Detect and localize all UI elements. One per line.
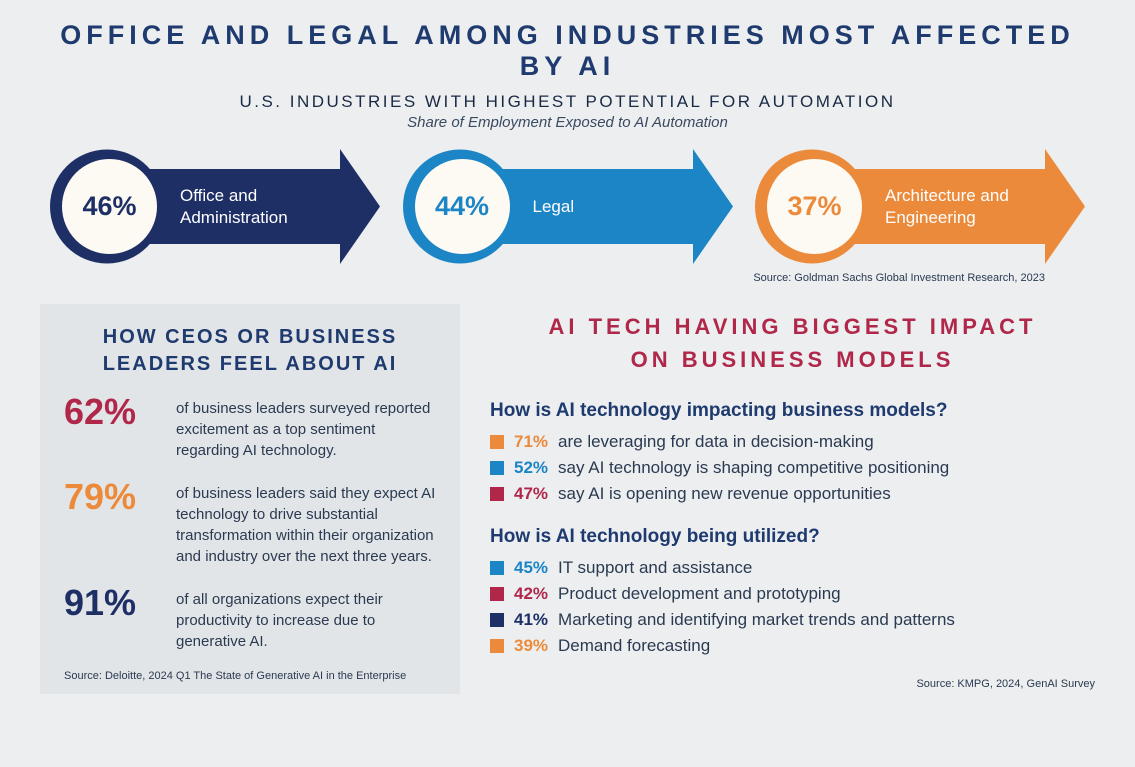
arrow-label-1: Legal (533, 149, 693, 264)
impact-panel: AI TECH HAVING BIGGEST IMPACT ON BUSINES… (490, 304, 1095, 694)
q2-pct-1: 42% (514, 584, 548, 604)
ceo-panel-title: HOW CEOS OR BUSINESS LEADERS FEEL ABOUT … (64, 324, 436, 378)
bullet-square-icon (490, 587, 504, 601)
impact-title-line1: AI TECH HAVING BIGGEST IMPACT (549, 314, 1037, 339)
q1-text-0: are leveraging for data in decision-maki… (558, 432, 874, 452)
q1-item-0: 71% are leveraging for data in decision-m… (490, 432, 1095, 452)
q2-pct-2: 41% (514, 610, 548, 630)
stat-row-1: 79% of business leaders said they expect … (64, 479, 436, 567)
arrow-pct-0: 46% (62, 159, 157, 254)
arrow-pct-2: 37% (767, 159, 862, 254)
q2-text-2: Marketing and identifying market trends … (558, 610, 955, 630)
bullet-square-icon (490, 435, 504, 449)
q1-pct-2: 47% (514, 484, 548, 504)
q1-text-2: say AI is opening new revenue opportunit… (558, 484, 891, 504)
q1-pct-0: 71% (514, 432, 548, 452)
stat-pct-2: 91% (64, 585, 164, 621)
stat-text-2: of all organizations expect their produc… (176, 585, 436, 652)
question-1-heading: How is AI technology impacting business … (490, 400, 1095, 422)
bullet-square-icon (490, 487, 504, 501)
q2-item-3: 39% Demand forecasting (490, 636, 1095, 656)
arrows-row: 46%Office and Administration44%Legal37%A… (40, 149, 1095, 264)
question-2-heading: How is AI technology being utilized? (490, 526, 1095, 548)
ceo-panel-source: Source: Deloitte, 2024 Q1 The State of G… (64, 670, 436, 682)
q2-pct-3: 39% (514, 636, 548, 656)
bullet-square-icon (490, 639, 504, 653)
stat-pct-0: 62% (64, 394, 164, 430)
q1-item-2: 47% say AI is opening new revenue opportu… (490, 484, 1095, 504)
question-block-1: How is AI technology impacting business … (490, 400, 1095, 504)
subtitle: U.S. INDUSTRIES WITH HIGHEST POTENTIAL F… (40, 92, 1095, 112)
bottom-row: HOW CEOS OR BUSINESS LEADERS FEEL ABOUT … (40, 304, 1095, 694)
q2-text-0: IT support and assistance (558, 558, 752, 578)
arrow-item-1: 44%Legal (403, 149, 733, 264)
stat-text-0: of business leaders surveyed reported ex… (176, 394, 436, 461)
q1-item-1: 52% say AI technology is shaping competit… (490, 458, 1095, 478)
arrow-item-0: 46%Office and Administration (50, 149, 380, 264)
arrow-item-2: 37%Architecture and Engineering (755, 149, 1085, 264)
top-source: Source: Goldman Sachs Global Investment … (40, 272, 1095, 284)
stat-row-2: 91% of all organizations expect their pro… (64, 585, 436, 652)
impact-panel-source: Source: KMPG, 2024, GenAI Survey (490, 678, 1095, 690)
main-title: OFFICE AND LEGAL AMONG INDUSTRIES MOST A… (40, 20, 1095, 82)
impact-panel-title: AI TECH HAVING BIGGEST IMPACT ON BUSINES… (490, 310, 1095, 376)
q2-item-1: 42% Product development and prototyping (490, 584, 1095, 604)
stat-text-1: of business leaders said they expect AI … (176, 479, 436, 567)
impact-title-line2: ON BUSINESS MODELS (631, 347, 955, 372)
q2-text-3: Demand forecasting (558, 636, 710, 656)
q2-pct-0: 45% (514, 558, 548, 578)
stat-row-0: 62% of business leaders surveyed reported… (64, 394, 436, 461)
subtitle-note: Share of Employment Exposed to AI Automa… (40, 114, 1095, 131)
bullet-square-icon (490, 613, 504, 627)
q2-item-2: 41% Marketing and identifying market tren… (490, 610, 1095, 630)
bullet-square-icon (490, 461, 504, 475)
bullet-square-icon (490, 561, 504, 575)
q2-item-0: 45% IT support and assistance (490, 558, 1095, 578)
q2-text-1: Product development and prototyping (558, 584, 841, 604)
question-block-2: How is AI technology being utilized? 45%… (490, 526, 1095, 656)
stat-pct-1: 79% (64, 479, 164, 515)
arrow-label-0: Office and Administration (180, 149, 340, 264)
q1-pct-1: 52% (514, 458, 548, 478)
arrow-label-2: Architecture and Engineering (885, 149, 1045, 264)
arrow-pct-1: 44% (415, 159, 510, 254)
q1-text-1: say AI technology is shaping competitive… (558, 458, 949, 478)
ceo-panel: HOW CEOS OR BUSINESS LEADERS FEEL ABOUT … (40, 304, 460, 694)
